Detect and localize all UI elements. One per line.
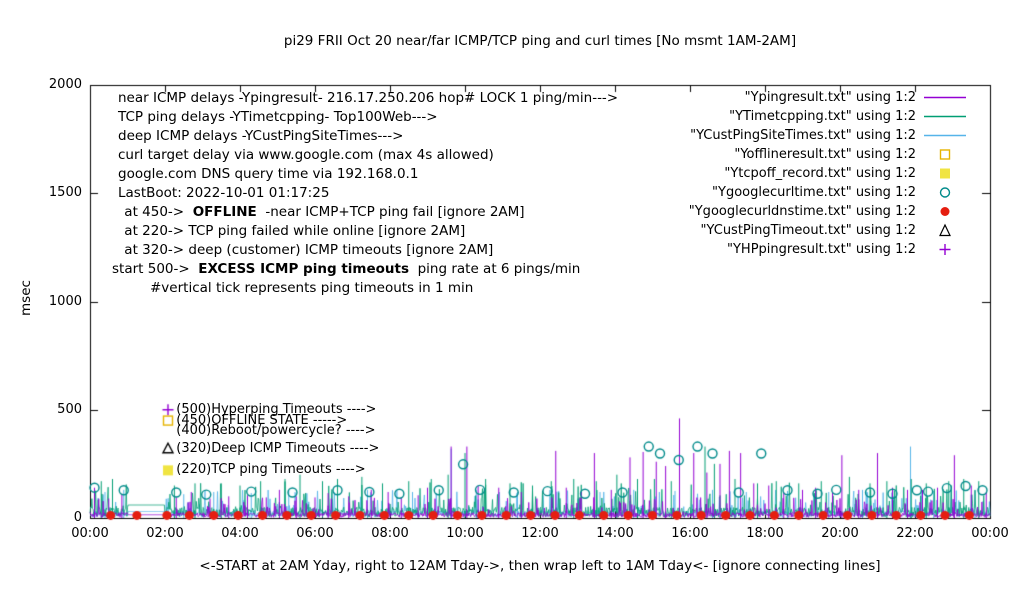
legend-entry: "YTimetcpping.txt" using 1:2 <box>689 107 968 126</box>
legend-label: "YCustPingSiteTimes.txt" using 1:2 <box>690 128 916 143</box>
legend-label: "Ypingresult.txt" using 1:2 <box>744 90 916 105</box>
threshold-label: (320)Deep ICMP Timeouts ----> <box>176 440 380 456</box>
threshold-label: (500)Hyperping Timeouts ----> <box>176 401 377 417</box>
circle-filled-sample-icon <box>940 207 950 216</box>
annotation-text: at 450-> <box>120 204 193 220</box>
x-tick-label: 02:00 <box>146 526 184 541</box>
legend-entry: "YCustPingSiteTimes.txt" using 1:2 <box>689 126 968 145</box>
annotation-bold-text: EXCESS ICMP ping timeouts <box>198 261 410 277</box>
annotation-line: at 220-> TCP ping failed while online [i… <box>120 222 618 241</box>
legend-entry: "Ypingresult.txt" using 1:2 <box>689 88 968 107</box>
legend-label: "Ygooglecurldnstime.txt" using 1:2 <box>688 204 916 219</box>
annotation-text: -near ICMP+TCP ping fail [ignore 2AM] <box>256 204 525 220</box>
threshold-label: (400)Reboot/powercycle? ----> <box>176 423 376 439</box>
line-sample-icon <box>924 134 966 137</box>
x-tick-label: 22:00 <box>896 526 934 541</box>
x-tick-label: 08:00 <box>371 526 409 541</box>
legend-entry: "Ytcpoff_record.txt" using 1:2 <box>689 164 968 183</box>
x-tick-label: 18:00 <box>746 526 784 541</box>
line-sample-icon <box>924 115 966 118</box>
x-tick-label: 10:00 <box>446 526 484 541</box>
x-tick-label: 04:00 <box>221 526 259 541</box>
annotation-text: curl target delay via www.google.com (ma… <box>118 147 494 163</box>
legend-entry: "Ygooglecurltime.txt" using 1:2 <box>689 183 968 202</box>
y-tick-label: 1500 <box>48 185 82 201</box>
y-tick-label: 1000 <box>48 293 82 309</box>
legend-entry: "YCustPingTimeout.txt" using 1:2 <box>689 221 968 240</box>
annotation-line: start 500-> EXCESS ICMP ping timeouts pi… <box>112 260 618 279</box>
legend-entry: "Ygooglecurldnstime.txt" using 1:2 <box>689 202 968 221</box>
legend-label: "YCustPingTimeout.txt" using 1:2 <box>700 223 916 238</box>
annotation-line: google.com DNS query time via 192.168.0.… <box>118 165 618 184</box>
threshold-label: (450)OFFLINE STATE -----> <box>176 412 348 428</box>
annotation-text: at 320-> deep (customer) ICMP timeouts [… <box>120 242 494 258</box>
annotation-text: ping rate at 6 pings/min <box>409 261 581 277</box>
x-tick-label: 12:00 <box>521 526 559 541</box>
legend-label: "YHPpingresult.txt" using 1:2 <box>727 242 916 257</box>
legend-entry: "Yofflineresult.txt" using 1:2 <box>689 145 968 164</box>
legend-label: "Yofflineresult.txt" using 1:2 <box>734 147 916 162</box>
annotation-text: start 500-> <box>112 261 199 277</box>
line-sample-icon <box>924 96 966 99</box>
x-tick-label: 16:00 <box>671 526 709 541</box>
x-tick-label: 14:00 <box>596 526 634 541</box>
annotation-text: deep ICMP delays -YCustPingSiteTimes---> <box>118 128 404 144</box>
square-filled-sample-icon <box>940 168 950 179</box>
annotation-text: google.com DNS query time via 192.168.0.… <box>118 166 419 182</box>
plus-sample-icon <box>939 244 951 255</box>
annotation-text: #vertical tick represents ping timeouts … <box>150 280 474 296</box>
legend-entry: "YHPpingresult.txt" using 1:2 <box>689 240 968 259</box>
threshold-label: (220)TCP ping Timeouts ----> <box>176 462 366 478</box>
triangle-open-sample-icon <box>939 223 951 237</box>
annotations: near ICMP delays -Ypingresult- 216.17.25… <box>112 89 618 298</box>
y-tick-label: 500 <box>57 401 82 417</box>
legend-label: "Ytcpoff_record.txt" using 1:2 <box>724 166 916 181</box>
annotation-text: at 220-> TCP ping failed while online [i… <box>120 223 466 239</box>
x-tick-label: 06:00 <box>296 526 334 541</box>
annotation-text: near ICMP delays -Ypingresult- 216.17.25… <box>118 90 619 106</box>
annotation-line: at 320-> deep (customer) ICMP timeouts [… <box>120 241 618 260</box>
annotation-bold-text: OFFLINE <box>192 204 257 220</box>
x-axis-label: <-START at 2AM Yday, right to 12AM Tday-… <box>199 558 881 574</box>
annotation-line: #vertical tick represents ping timeouts … <box>150 279 618 298</box>
annotation-line: curl target delay via www.google.com (ma… <box>118 146 618 165</box>
annotation-line: at 450-> OFFLINE -near ICMP+TCP ping fai… <box>120 203 618 222</box>
y-tick-label: 0 <box>73 510 82 525</box>
legend: "Ypingresult.txt" using 1:2 "YTimetcpping… <box>689 88 968 259</box>
legend-label: "Ygooglecurltime.txt" using 1:2 <box>712 185 916 200</box>
annotation-line: near ICMP delays -Ypingresult- 216.17.25… <box>118 89 618 108</box>
annotation-text: LastBoot: 2022-10-01 01:17:25 <box>118 185 330 201</box>
annotation-line: TCP ping delays -YTimetcpping- Top100Web… <box>118 108 618 127</box>
x-tick-label: 00:00 <box>971 526 1009 541</box>
annotation-line: deep ICMP delays -YCustPingSiteTimes---> <box>118 127 618 146</box>
legend-label: "YTimetcpping.txt" using 1:2 <box>729 109 916 124</box>
annotation-line: LastBoot: 2022-10-01 01:17:25 <box>118 184 618 203</box>
chart-title: pi29 FRII Oct 20 near/far ICMP/TCP ping … <box>283 33 797 49</box>
square-open-sample-icon <box>939 149 951 160</box>
circle-open-sample-icon <box>939 187 951 198</box>
x-tick-label: 20:00 <box>821 526 859 541</box>
y-tick-label: 2000 <box>48 77 82 92</box>
annotation-text: TCP ping delays -YTimetcpping- Top100Web… <box>118 109 438 125</box>
x-tick-label: 00:00 <box>71 526 109 541</box>
